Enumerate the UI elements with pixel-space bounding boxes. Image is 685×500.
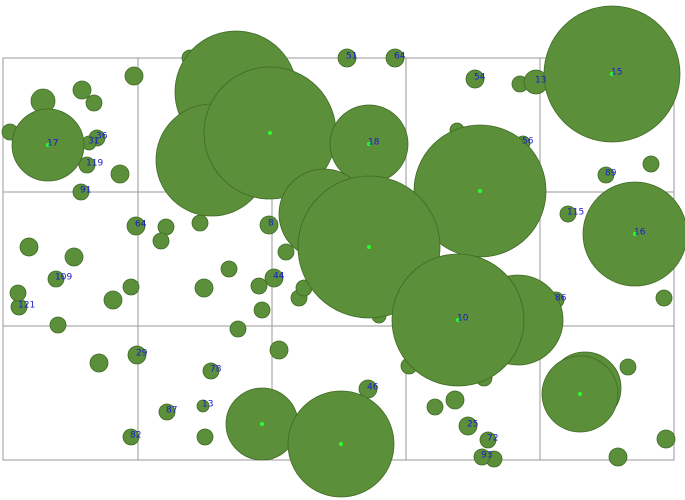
center-dot <box>610 72 614 76</box>
bubble-label: 44 <box>273 272 285 282</box>
bubble-label: 54 <box>474 73 486 83</box>
bubble <box>269 340 289 360</box>
bubble <box>122 428 140 446</box>
bubble <box>259 215 279 235</box>
bubble-label: 109 <box>55 273 72 283</box>
bubble <box>126 216 146 236</box>
bubble-label: 16 <box>634 228 646 238</box>
bubble <box>385 48 405 68</box>
center-dot <box>367 142 371 146</box>
bubble <box>608 447 628 467</box>
bubble <box>458 416 478 436</box>
bubble-label: 13 <box>202 400 213 410</box>
bubble-label: 78 <box>210 365 222 375</box>
bubble-label: 93 <box>481 451 492 461</box>
bubble <box>72 183 90 201</box>
center-dot <box>260 422 264 426</box>
bubble <box>559 205 577 223</box>
bubble <box>642 155 660 173</box>
bubble <box>655 289 673 307</box>
bubble-label: 56 <box>522 137 534 147</box>
bubble <box>426 398 444 416</box>
bubble <box>250 277 268 295</box>
bubble <box>122 278 140 296</box>
bubble-label: 86 <box>555 294 567 304</box>
bubble-label: 72 <box>487 434 498 444</box>
bubble-label: 36 <box>96 132 108 142</box>
center-dot <box>268 131 272 135</box>
bubble <box>445 390 465 410</box>
bubble <box>78 156 96 174</box>
bubble <box>196 428 214 446</box>
bubble-label: 15 <box>611 68 622 78</box>
bubble <box>9 284 27 302</box>
bubble-label: 29 <box>136 349 148 359</box>
bubble <box>85 94 103 112</box>
bubble <box>194 278 214 298</box>
bubble <box>124 66 144 86</box>
bubble <box>49 316 67 334</box>
bubble <box>619 358 637 376</box>
bubble-label: 46 <box>367 383 379 393</box>
bubble <box>277 243 295 261</box>
bubble <box>479 431 497 449</box>
bubble <box>229 320 247 338</box>
bubble-label: 25 <box>467 420 478 430</box>
bubble-label: 91 <box>80 186 91 196</box>
center-dot <box>633 232 637 236</box>
bubble <box>152 232 170 250</box>
bubble <box>47 270 65 288</box>
center-dot <box>339 442 343 446</box>
bubble <box>337 48 357 68</box>
center-dot <box>367 245 371 249</box>
bubble <box>158 403 176 421</box>
bubble <box>202 362 220 380</box>
bubble <box>191 214 209 232</box>
bubble-label: 115 <box>567 208 584 218</box>
bubble <box>127 345 147 365</box>
bubble <box>473 448 491 466</box>
bubble <box>253 301 271 319</box>
bubble <box>597 166 615 184</box>
bubble-label: 82 <box>130 431 141 441</box>
bubble <box>656 429 676 449</box>
center-dot <box>456 318 460 322</box>
bubble-label: 17 <box>47 139 58 149</box>
bubble <box>64 247 84 267</box>
center-dot <box>478 189 482 193</box>
bubble-label: 31 <box>88 137 99 147</box>
bubble <box>157 218 175 236</box>
bubble <box>19 237 39 257</box>
bubble-label: 121 <box>18 301 35 311</box>
bubble-label: 10 <box>457 314 469 324</box>
bubble <box>72 80 92 100</box>
bubble <box>196 399 210 413</box>
bubble <box>89 353 109 373</box>
center-dot <box>46 143 50 147</box>
bubble-label: 51 <box>346 52 357 62</box>
bubble-label: 18 <box>368 138 380 148</box>
bubble-label: 119 <box>86 159 103 169</box>
bubble <box>103 290 123 310</box>
bubble-label: 89 <box>605 169 617 179</box>
bubble <box>220 260 238 278</box>
bubble <box>110 164 130 184</box>
bubble-label: 87 <box>166 406 177 416</box>
bubble-label: 13 <box>535 76 546 86</box>
bubble-label: 64 <box>135 220 147 230</box>
bubble-label: 64 <box>394 52 406 62</box>
bubble <box>264 268 284 288</box>
center-dot <box>578 392 582 396</box>
bubble-label: 8 <box>268 219 274 229</box>
bubble <box>465 69 485 89</box>
